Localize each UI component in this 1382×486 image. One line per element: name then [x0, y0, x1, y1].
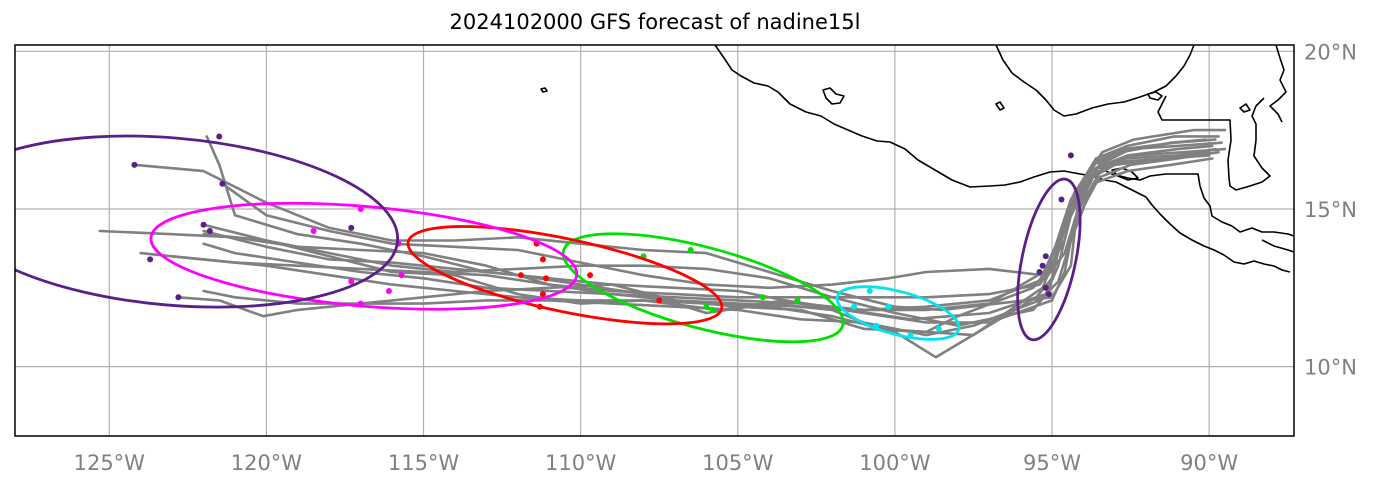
map-background: [15, 45, 1294, 436]
position-marker: [759, 294, 766, 301]
island-1: [540, 87, 548, 93]
position-marker: [200, 221, 207, 228]
position-marker: [1039, 262, 1046, 269]
position-marker: [703, 303, 710, 310]
x-tick-label: 115°W: [388, 451, 460, 475]
map-title: 2024102000 GFS forecast of nadine15l: [449, 10, 861, 34]
small-island-2: [1239, 103, 1251, 113]
x-tick-label: 110°W: [545, 451, 617, 475]
axis-ticks: 125°W 120°W 115°W 110°W 105°W 100°W 95°W 90°W 10…: [74, 40, 1357, 475]
uncertainty-ellipse: [149, 201, 579, 311]
position-marker: [219, 180, 226, 187]
ensemble-track: [98, 147, 1227, 312]
y-tick-label: 10°N: [1304, 356, 1357, 380]
central-america-land-outline: [1231, 225, 1294, 253]
position-marker: [794, 297, 801, 304]
uncertainty-ellipse: [15, 134, 400, 309]
x-tick-label: 95°W: [1023, 451, 1081, 475]
position-marker: [543, 275, 550, 282]
position-marker: [310, 228, 317, 235]
y-tick-label: 15°N: [1304, 198, 1357, 222]
position-marker: [851, 303, 858, 310]
position-marker: [206, 228, 213, 235]
position-marker: [885, 303, 892, 310]
uncertainty-ellipse: [406, 225, 724, 326]
position-marker: [1042, 253, 1049, 260]
uncertainty-ellipse: [561, 232, 845, 344]
position-marker: [348, 224, 355, 231]
y-tick-label: 20°N: [1304, 40, 1357, 64]
position-marker: [131, 161, 138, 168]
x-tick-label: 120°W: [231, 451, 303, 475]
island-group-1: [822, 87, 845, 105]
x-tick-label: 100°W: [859, 451, 931, 475]
position-marker: [147, 256, 154, 263]
position-marker: [1058, 196, 1065, 203]
central-america-coastline: [1145, 196, 1291, 273]
gulf-of-mexico-coastline: [995, 45, 1195, 117]
uncertainty-ellipses: [15, 134, 1082, 344]
position-marker: [587, 272, 594, 279]
position-marker: [1036, 269, 1043, 276]
yucatan-coastline: [1157, 95, 1271, 191]
x-tick-label: 105°W: [702, 451, 774, 475]
position-marker: [175, 294, 182, 301]
position-marker: [398, 272, 405, 279]
position-marker: [1042, 284, 1049, 291]
island-group-2: [995, 101, 1005, 111]
position-marker: [539, 291, 546, 298]
position-marker: [517, 272, 524, 279]
position-markers: [131, 133, 1074, 339]
ensemble-track: [139, 138, 1217, 299]
position-marker: [709, 306, 716, 313]
position-marker: [935, 325, 942, 332]
ensemble-track: [133, 141, 1223, 312]
x-tick-label: 90°W: [1180, 451, 1238, 475]
east-coast-outline: [1269, 45, 1287, 123]
uncertainty-ellipse: [1016, 177, 1082, 342]
ensemble-tracks: [98, 128, 1227, 359]
position-marker: [216, 133, 223, 140]
guatemala-border: [1099, 167, 1233, 227]
lagoon-1: [1147, 91, 1163, 101]
ensemble-track: [202, 157, 1214, 337]
position-marker: [866, 287, 873, 294]
position-marker: [656, 297, 663, 304]
position-marker: [385, 287, 392, 294]
position-marker: [687, 246, 694, 253]
position-marker: [1067, 152, 1074, 159]
position-marker: [539, 256, 546, 263]
map-frame: [14, 44, 1295, 437]
x-tick-label: 125°W: [74, 451, 146, 475]
position-marker: [348, 278, 355, 285]
uncertainty-ellipse: [835, 285, 961, 341]
position-marker: [1045, 291, 1052, 298]
